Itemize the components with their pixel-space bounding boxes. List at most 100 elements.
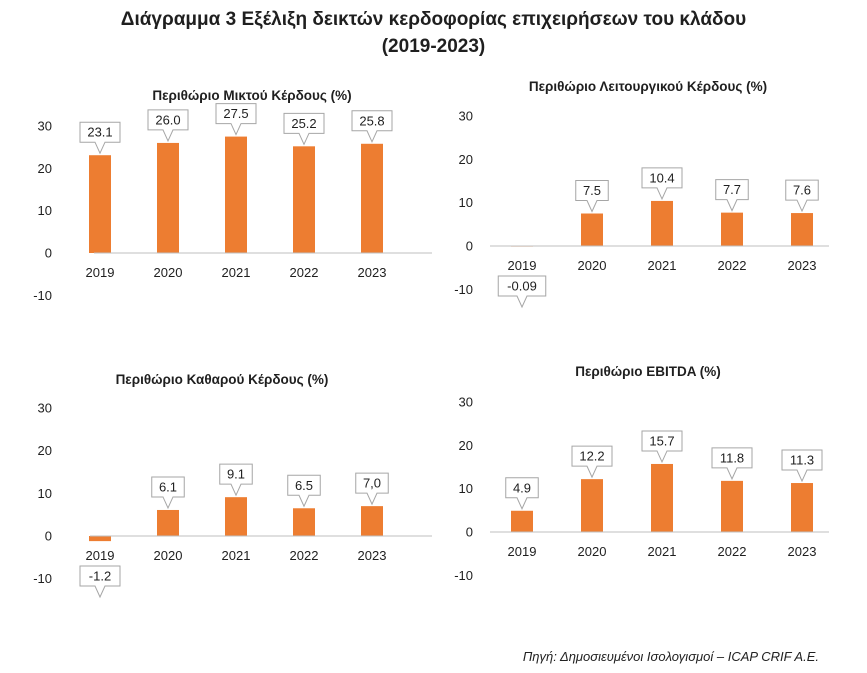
x-tick-label: 2023 — [358, 265, 387, 280]
data-label-callout: 11.8 — [711, 447, 753, 481]
x-tick-label: 2019 — [86, 265, 115, 280]
data-label-callout: 7.7 — [715, 179, 749, 212]
x-tick-label: 2020 — [154, 265, 183, 280]
data-label: -1.2 — [89, 569, 111, 584]
callout-box — [711, 447, 753, 481]
y-tick-label: 10 — [38, 486, 52, 501]
x-tick-label: 2021 — [222, 548, 251, 563]
bar-2019 — [511, 510, 533, 532]
x-tick-label: 2021 — [648, 258, 677, 273]
data-label: 7.6 — [793, 183, 811, 198]
data-label-callout: 4.9 — [505, 477, 539, 510]
gross-margin-chart: Περιθώριο Μικτού Κέρδους (%) 30 20 10 0 -10 20… — [33, 88, 432, 303]
x-tick-label: 2023 — [788, 258, 817, 273]
bar-2022 — [293, 146, 315, 253]
bar-2019 — [89, 536, 111, 542]
x-tick-label: 2022 — [290, 265, 319, 280]
data-label: 23.1 — [87, 125, 112, 140]
data-label: 9.1 — [227, 467, 245, 482]
callout-box — [575, 180, 609, 213]
y-tick-label: 20 — [459, 152, 473, 167]
data-label-callout: 25.8 — [351, 110, 393, 143]
chart-title: Περιθώριο EBITDA (%) — [575, 364, 721, 379]
bar-2020 — [157, 142, 179, 253]
net-margin-chart: Περιθώριο Καθαρού Κέρδους (%) 30 20 10 0 -10 2… — [33, 372, 432, 599]
callout-box — [785, 179, 819, 213]
bar-2023 — [361, 143, 383, 253]
y-tick-label: -10 — [33, 571, 52, 586]
x-tick-label: 2019 — [508, 258, 537, 273]
data-label-callout: 12.2 — [571, 445, 613, 479]
data-label: 25.2 — [291, 116, 316, 131]
operating-margin-chart: Περιθώριο Λειτουργικού Κέρδους (%) 30 20 10… — [454, 79, 829, 309]
chart-title: Περιθώριο Μικτού Κέρδους (%) — [152, 88, 351, 103]
y-tick-label: 10 — [38, 203, 52, 218]
x-tick-label: 2022 — [718, 544, 747, 559]
x-tick-label: 2021 — [222, 265, 251, 280]
callout-box — [351, 110, 393, 143]
data-label-callout: 6.1 — [151, 476, 185, 510]
x-tick-label: 2023 — [788, 544, 817, 559]
bar-2022 — [721, 480, 743, 532]
data-label-callout: 9.1 — [219, 463, 253, 497]
data-label: 15.7 — [649, 433, 674, 448]
x-tick-label: 2023 — [358, 548, 387, 563]
y-tick-label: 30 — [459, 395, 473, 410]
y-tick-label: 20 — [38, 161, 52, 176]
y-tick-label: 10 — [459, 195, 473, 210]
y-tick-label: 0 — [45, 246, 52, 261]
callout-box — [147, 109, 189, 143]
x-tick-label: 2020 — [154, 548, 183, 563]
data-label-callout: 6.5 — [287, 474, 321, 508]
callout-box — [215, 103, 257, 136]
y-tick-label: -10 — [454, 282, 473, 297]
data-label: 26.0 — [155, 112, 180, 127]
callout-box — [497, 275, 547, 309]
callout-box — [715, 179, 749, 212]
chart-title: Περιθώριο Καθαρού Κέρδους (%) — [116, 372, 329, 387]
data-label: 25.8 — [359, 113, 384, 128]
bar-2020 — [157, 509, 179, 536]
bar-2021 — [651, 463, 673, 532]
data-label: 11.8 — [720, 450, 744, 465]
bar-2022 — [721, 212, 743, 246]
y-tick-label: -10 — [33, 288, 52, 303]
bar-2020 — [581, 213, 603, 246]
callout-box — [79, 121, 121, 155]
x-tick-label: 2020 — [578, 258, 607, 273]
data-label: 7.7 — [723, 182, 741, 197]
data-label: 7,0 — [363, 476, 381, 491]
callout-box — [151, 476, 185, 510]
bar-2021 — [225, 497, 247, 536]
data-label: 12.2 — [579, 449, 604, 464]
data-label: 4.9 — [513, 480, 531, 495]
bar-2023 — [361, 506, 383, 536]
data-label: 27.5 — [223, 106, 248, 121]
data-label-callout: 26.0 — [147, 109, 189, 143]
y-tick-label: 0 — [45, 529, 52, 544]
x-tick-label: 2022 — [290, 548, 319, 563]
callout-box — [641, 167, 683, 201]
bar-2021 — [225, 136, 247, 253]
x-tick-label: 2020 — [578, 544, 607, 559]
data-label-callout: 7.6 — [785, 179, 819, 213]
data-label: 10.4 — [649, 170, 674, 185]
data-label-callout: 7,0 — [355, 472, 389, 506]
data-label-callout: 7.5 — [575, 180, 609, 213]
y-tick-label: 0 — [466, 239, 473, 254]
callout-box — [79, 565, 121, 599]
x-tick-label: 2022 — [718, 258, 747, 273]
callout-box — [571, 445, 613, 479]
data-label-callout: 25.2 — [283, 112, 325, 146]
source-note: Πηγή: Δημοσιευμένοι Ισολογισμοί – ICAP C… — [522, 649, 819, 664]
callout-box — [287, 474, 321, 508]
y-tick-label: -10 — [454, 568, 473, 583]
data-label-callout: -1.2 — [79, 565, 121, 599]
callout-box — [355, 472, 389, 506]
data-label: 11.3 — [790, 453, 814, 468]
bar-2021 — [651, 200, 673, 246]
data-label-callout: 27.5 — [215, 103, 257, 136]
callout-box — [283, 112, 325, 146]
data-label: 7.5 — [583, 183, 601, 198]
y-tick-label: 10 — [459, 481, 473, 496]
